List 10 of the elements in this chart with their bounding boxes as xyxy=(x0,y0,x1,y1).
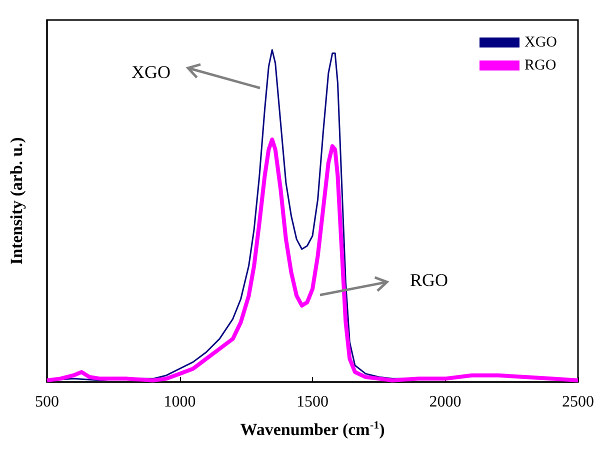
x-tick-label: 2000 xyxy=(429,394,462,410)
x-tick-label: 500 xyxy=(35,394,59,410)
legend-label: XGO xyxy=(524,34,558,50)
annotation: XGO xyxy=(132,62,170,82)
x-tick-label: 1500 xyxy=(296,394,328,410)
annotation: RGO xyxy=(410,270,448,290)
legend-label: RGO xyxy=(524,58,556,74)
y-axis-title: Intensity (arb. u.) xyxy=(7,137,26,265)
x-tick-label: 2500 xyxy=(562,394,594,410)
x-tick-label: 1000 xyxy=(164,394,196,410)
